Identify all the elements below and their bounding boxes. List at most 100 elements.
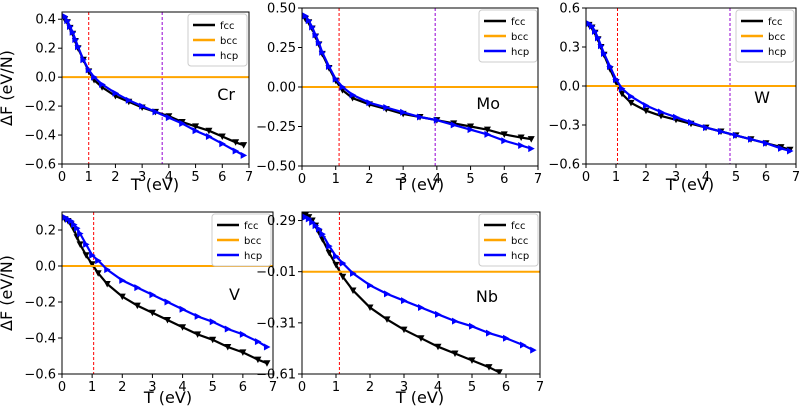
- panel-nb-point-hcp-9: [350, 269, 357, 277]
- panel-mo-point-fcc-16: [467, 123, 475, 130]
- panel-w-point-fcc-10: [642, 107, 650, 115]
- panel-v-plot-area: 0 1 2 3 4 5 6 7 0.2 0.0 −0.2 −0.4 −0.6: [24, 211, 277, 395]
- panel-v-axes-frame: [61, 211, 274, 375]
- panel-nb-series-fcc: [304, 214, 500, 374]
- panel-nb-point-hcp-12: [401, 297, 408, 305]
- panel-cr-point-hcp-6: [80, 56, 87, 64]
- panel-v-legend: fcc bcc hcp: [211, 213, 272, 267]
- panel-nb-point-hcp-6: [326, 242, 333, 250]
- panel-nb-ytick-label-3: −0.61: [256, 368, 296, 383]
- panel-mo-point-hcp-6: [325, 62, 333, 70]
- panel-nb-point-hcp-15: [452, 317, 459, 325]
- panel-cr-point-hcp-10: [112, 89, 119, 97]
- panel-cr-ytick-label-5: −0.6: [24, 158, 56, 173]
- panel-nb-xtick-label-0: 0: [298, 380, 306, 395]
- panel-w-point-hcp-20: [787, 147, 794, 155]
- panel-mo-xtick-label-1: 1: [332, 172, 340, 187]
- panel-v-ylabel: ΔF (eV/N): [0, 255, 16, 331]
- panel-nb-xtick-label-1: 1: [332, 380, 340, 395]
- panel-mo-point-hcp-2: [309, 23, 316, 31]
- panel-cr-ytick-label-4: −0.4: [24, 129, 56, 144]
- panel-mo-ytick-label-4: −0.50: [256, 160, 296, 175]
- panel-cr-point-hcp-5: [75, 43, 82, 51]
- panel-nb-point-fcc-9: [349, 287, 357, 294]
- panel-v-legend-frame: [211, 213, 272, 267]
- panel-cr-legend-hcp-label: hcp: [220, 51, 238, 62]
- panel-w-legend-fcc-label: fcc: [768, 17, 783, 28]
- panel-nb-point-hcp-5: [319, 230, 326, 238]
- panel-mo-ytick-label-2: 0.00: [267, 81, 296, 96]
- panel-w-point-hcp-14: [703, 124, 710, 132]
- panel-w-xtick-label-6: 6: [762, 170, 770, 185]
- panel-mo-point-hcp-12: [400, 108, 407, 116]
- panel-w-xtick-label-3: 3: [672, 170, 680, 185]
- panel-cr-legend-bcc-label: bcc: [220, 36, 237, 47]
- panel-v-point-fcc-17: [224, 344, 232, 351]
- panel-v-point-hcp-15: [194, 312, 202, 320]
- panel-v-point-hcp-2: [68, 217, 75, 225]
- panel-cr: 0 1 2 3 4 5 6 70.40.20.0−0.2−0.4−0.6 ΔF (eV/N) …: [0, 11, 253, 194]
- panel-v-xtick-label-3: 3: [148, 380, 156, 395]
- panel-cr-xtick-label-2: 2: [111, 170, 119, 185]
- panel-v-point-hcp-3: [71, 221, 78, 229]
- panel-cr-element-label: Cr: [217, 85, 235, 104]
- panel-cr-legend-frame: [187, 13, 248, 67]
- panel-mo-point-fcc-20: [527, 136, 535, 143]
- panel-v-point-hcp-10: [119, 276, 126, 284]
- panel-nb-point-hcp-4: [316, 225, 323, 233]
- panel-v-point-hcp-11: [134, 284, 141, 292]
- panel-mo-plot-area: 0 1 2 3 4 5 6 7 0.50 0.25 0.00 −0.25 −0.50: [256, 2, 542, 188]
- panel-w-point-hcp-19: [778, 144, 785, 152]
- panel-nb-point-hcp-16: [469, 322, 476, 330]
- panel-nb-xtick-label-5: 5: [468, 380, 476, 395]
- panel-mo-xtick-label-0: 0: [298, 172, 306, 187]
- panel-w-ytick-label-2: 0.0: [559, 80, 580, 95]
- panel-mo-point-hcp-10: [366, 99, 373, 107]
- panel-nb-element-label: Nb: [476, 287, 498, 306]
- panel-w-xtick-label-2: 2: [642, 170, 650, 185]
- panel-nb-xtick-label-3: 3: [400, 380, 408, 395]
- panel-w-xtick-label-5: 5: [732, 170, 740, 185]
- panel-mo-xtick-label-2: 2: [365, 172, 373, 187]
- panel-cr-point-hcp-18: [219, 140, 226, 148]
- panel-mo-legend-fcc-label: fcc: [511, 17, 526, 28]
- panel-w-xtick-label-1: 1: [612, 170, 620, 185]
- panel-nb-point-hcp-3: [312, 222, 320, 230]
- panel-cr-xtick-label-5: 5: [191, 170, 199, 185]
- panel-w: 0 1 2 3 4 5 6 7 0.6 0.3 0.0 −0.3 −0.6 T (eV) W fcc b…: [548, 2, 800, 195]
- panel-w-point-fcc-8: [618, 90, 626, 98]
- panel-v-xlabel: T (eV): [143, 388, 192, 407]
- panel-v-xtick-label-4: 4: [178, 380, 186, 395]
- panel-v-point-fcc-16: [209, 336, 217, 344]
- panel-mo-point-hcp-14: [433, 116, 441, 124]
- panel-w-point-hcp-11: [658, 108, 665, 116]
- panel-cr-point-hcp-12: [139, 102, 146, 110]
- panel-v-point-fcc-14: [179, 324, 187, 331]
- panel-v-ytick-label-4: −0.6: [24, 368, 56, 383]
- panel-mo-ytick-label-1: 0.25: [267, 41, 296, 56]
- panel-nb-point-hcp-14: [435, 310, 442, 318]
- panel-cr-point-hcp-20: [240, 151, 248, 159]
- panel-v-legend-hcp-label: hcp: [244, 251, 262, 262]
- panel-nb-point-fcc-6: [325, 249, 333, 257]
- panel-cr-point-hcp-7: [85, 66, 93, 74]
- panel-cr-ylabel: ΔF (eV/N): [0, 50, 16, 126]
- panel-v-xtick-label-2: 2: [118, 380, 126, 395]
- panel-w-point-hcp-4: [598, 42, 605, 50]
- panel-mo-xtick-label-7: 7: [534, 172, 542, 187]
- panel-cr-point-hcp-3: [69, 28, 77, 36]
- panel-mo-point-hcp-20: [528, 145, 535, 153]
- panel-nb-legend-hcp-label: hcp: [511, 251, 529, 262]
- panel-cr-xtick-label-1: 1: [85, 170, 93, 185]
- panel-nb-ytick-label-1: −0.01: [256, 265, 296, 280]
- panel-v-point-fcc-11: [133, 302, 141, 310]
- panel-v-point-fcc-8: [94, 270, 102, 277]
- panel-w-point-hcp-9: [628, 92, 635, 100]
- panel-mo-element-label: Mo: [476, 94, 500, 113]
- panel-cr-point-hcp-0: [62, 13, 69, 20]
- panel-w-point-hcp-8: [619, 85, 626, 93]
- panel-w-element-label: W: [754, 88, 770, 107]
- panel-nb-xtick-label-7: 7: [536, 380, 544, 395]
- panel-v-element-label: V: [229, 285, 240, 304]
- panel-nb-point-fcc-15: [451, 350, 459, 358]
